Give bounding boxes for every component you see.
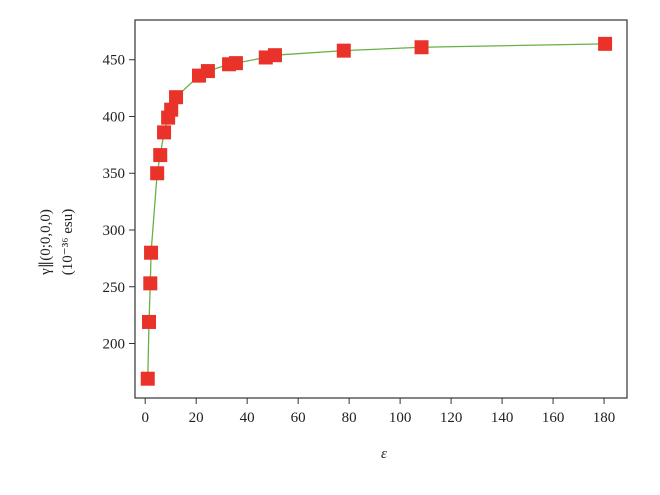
y-tick-label: 200: [103, 337, 126, 353]
y-tick-label: 300: [103, 223, 126, 239]
marker: [157, 125, 172, 140]
x-tick-label: 40: [240, 410, 255, 426]
x-axis-label: ε: [381, 446, 387, 462]
marker: [228, 56, 243, 71]
x-tick-label: 180: [593, 410, 616, 426]
marker: [150, 166, 165, 181]
marker: [144, 245, 159, 260]
marker: [200, 64, 215, 79]
marker: [140, 371, 155, 386]
x-tick-label: 60: [291, 410, 306, 426]
x-tick-label: 140: [491, 410, 514, 426]
marker: [169, 90, 184, 105]
marker: [143, 276, 158, 291]
marker: [153, 148, 168, 163]
marker: [142, 314, 157, 329]
marker: [267, 48, 282, 63]
x-tick-label: 80: [342, 410, 357, 426]
series-line: [147, 43, 606, 379]
y-tick-label: 450: [103, 53, 126, 69]
marker: [598, 36, 613, 51]
x-tick-label: 120: [440, 410, 463, 426]
y-tick-label: 250: [103, 280, 126, 296]
marker: [164, 102, 179, 117]
y-axis-label: γ∥(0;0,0,0) (10⁻³⁶ esu): [38, 209, 76, 276]
x-tick-label: 100: [389, 410, 412, 426]
x-tick-label: 160: [542, 410, 565, 426]
x-tick-label: 20: [189, 410, 204, 426]
marker: [336, 43, 351, 58]
y-tick-label: 350: [103, 166, 126, 182]
marker: [414, 40, 429, 55]
y-axis-label-line: γ∥(0;0,0,0): [38, 209, 54, 276]
plot-frame: [134, 19, 628, 399]
x-tick-label: 0: [141, 410, 149, 426]
y-axis-label-line: (10⁻³⁶ esu): [60, 209, 76, 275]
y-tick-label: 400: [103, 109, 126, 125]
